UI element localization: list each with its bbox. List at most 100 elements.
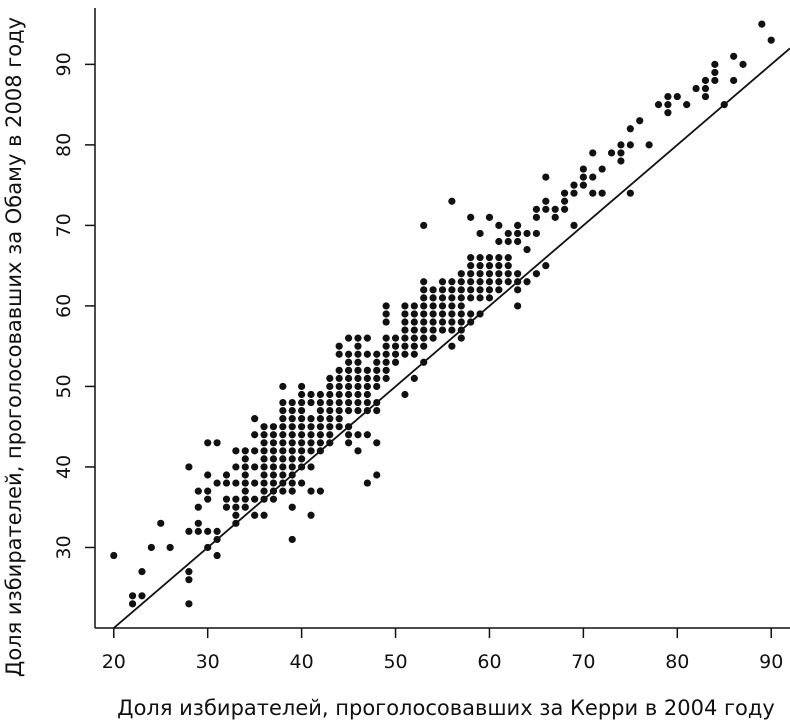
data-point: [204, 543, 212, 552]
data-point: [344, 350, 353, 358]
data-point: [495, 221, 503, 230]
data-point: [514, 278, 522, 286]
data-point: [476, 229, 484, 238]
data-point: [326, 423, 334, 431]
data-point: [279, 455, 287, 463]
data-point: [438, 310, 447, 318]
data-point: [298, 406, 306, 415]
data-point: [279, 423, 287, 431]
data-point: [382, 342, 390, 350]
data-point: [589, 173, 597, 181]
data-point: [495, 262, 503, 270]
data-point: [551, 205, 559, 213]
data-point: [260, 495, 268, 503]
data-point: [429, 286, 437, 294]
data-point: [307, 423, 315, 431]
data-point: [213, 439, 221, 447]
data-point: [269, 439, 278, 447]
data-point: [288, 423, 296, 431]
data-point: [316, 390, 325, 399]
x-tick-label: 90: [759, 651, 783, 673]
data-point: [354, 358, 362, 366]
data-point: [514, 221, 522, 230]
data-point: [448, 286, 456, 294]
data-point: [185, 576, 193, 584]
data-point: [560, 197, 569, 205]
data-point: [260, 423, 268, 431]
x-tick-label: 30: [196, 651, 220, 673]
data-point: [260, 471, 268, 479]
data-point: [467, 213, 475, 221]
data-point: [532, 229, 541, 238]
data-point: [307, 398, 315, 407]
data-point: [363, 431, 371, 439]
data-point: [344, 382, 353, 391]
axes-group: 20 30 40 50 60 70 80 90 30 40 50 60 70 80 90: [53, 8, 790, 673]
data-point: [448, 326, 456, 334]
data-point: [363, 390, 371, 399]
data-point: [147, 543, 155, 552]
data-point: [401, 310, 409, 318]
data-point: [344, 406, 353, 415]
data-point: [373, 439, 381, 447]
data-point: [401, 350, 409, 358]
data-point: [307, 415, 315, 423]
data-point: [429, 318, 437, 326]
data-point: [420, 286, 428, 294]
y-tick-label: 50: [53, 374, 75, 398]
data-point: [241, 463, 249, 471]
data-point: [288, 471, 296, 479]
data-point: [711, 60, 719, 68]
data-point: [373, 471, 381, 479]
data-point: [485, 213, 494, 221]
data-point: [382, 358, 390, 366]
data-point: [260, 487, 268, 495]
data-point: [298, 382, 306, 391]
data-point: [335, 366, 343, 374]
data-point: [542, 197, 550, 205]
data-point: [260, 447, 268, 455]
data-point: [542, 205, 550, 213]
data-point: [401, 326, 409, 334]
data-point: [269, 463, 278, 471]
data-point: [420, 318, 428, 326]
data-point: [514, 302, 522, 310]
data-point: [354, 398, 362, 407]
data-point: [457, 302, 465, 310]
data-point: [485, 286, 494, 294]
data-point: [213, 527, 221, 535]
data-point: [420, 342, 428, 350]
data-point: [467, 294, 475, 302]
data-point: [335, 406, 343, 415]
data-point: [438, 286, 447, 294]
data-point: [626, 141, 634, 149]
data-point: [692, 84, 700, 93]
data-point: [664, 109, 672, 117]
data-point: [344, 431, 353, 439]
data-point: [570, 189, 578, 197]
data-point: [279, 447, 287, 455]
data-point: [354, 334, 362, 342]
data-point: [429, 334, 437, 342]
data-point: [288, 398, 296, 407]
data-point: [204, 495, 212, 503]
data-point: [485, 262, 494, 270]
x-tick-label: 70: [571, 651, 595, 673]
reference-line: [113, 47, 790, 629]
data-point: [654, 101, 663, 109]
data-point: [570, 221, 578, 230]
data-point: [298, 455, 306, 463]
data-point: [232, 447, 240, 455]
data-point: [204, 527, 212, 535]
data-point: [429, 310, 437, 318]
data-point: [711, 68, 719, 77]
data-point: [128, 600, 137, 608]
data-point: [429, 294, 437, 302]
data-point: [730, 76, 738, 85]
data-point: [645, 141, 653, 149]
data-point: [354, 406, 362, 415]
data-point: [344, 398, 353, 407]
data-point: [326, 406, 334, 415]
data-point: [335, 390, 343, 399]
